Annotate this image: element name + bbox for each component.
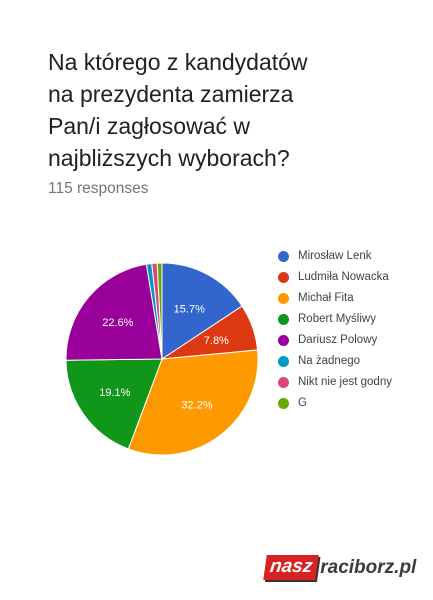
pie-slice-label-1: 7.8% [204, 335, 229, 347]
pie-slice-label-3: 19.1% [99, 387, 130, 399]
question-line-3: Pan/i zagłosować w [48, 113, 250, 139]
pie-slice-label-4: 22.6% [102, 317, 133, 329]
legend-label-1: Ludmiła Nowacka [298, 271, 389, 283]
legend-swatch-3 [278, 314, 289, 325]
legend-item-2: Michał Fita [278, 291, 428, 306]
legend-swatch-7 [278, 398, 289, 409]
legend-item-0: Mirosław Lenk [278, 249, 428, 264]
legend-label-3: Robert Myśliwy [298, 313, 376, 325]
legend-item-4: Dariusz Polowy [278, 333, 428, 348]
question-line-1: Na którego z kandydatów [48, 49, 308, 75]
question-title: Na którego z kandydatów na prezydenta za… [48, 46, 418, 174]
legend-swatch-2 [278, 293, 289, 304]
legend-item-1: Ludmiła Nowacka [278, 270, 428, 285]
chart-legend: Mirosław Lenk Ludmiła Nowacka Michał Fita R… [278, 249, 428, 417]
legend-label-0: Mirosław Lenk [298, 250, 372, 262]
question-line-4: najbliższych wyborach? [48, 145, 290, 171]
legend-label-2: Michał Fita [298, 292, 354, 304]
response-count: 115 responses [48, 180, 149, 197]
legend-label-5: Na żadnego [298, 355, 361, 367]
legend-label-7: G [298, 397, 307, 409]
legend-item-6: Nikt nie jest godny [278, 375, 428, 390]
legend-label-6: Nikt nie jest godny [298, 376, 392, 388]
legend-swatch-1 [278, 272, 289, 283]
pie-slice-4 [65, 263, 163, 361]
pie-slice-3 [65, 358, 163, 450]
pie-slice-0 [161, 262, 243, 360]
watermark-part-2: raciborz.pl [320, 556, 417, 578]
pie-slice-2 [127, 349, 259, 456]
pie-slice-7 [156, 262, 163, 360]
watermark-part-1: nasz [263, 555, 320, 580]
legend-item-3: Robert Myśliwy [278, 312, 428, 327]
legend-swatch-6 [278, 377, 289, 388]
pie-slice-label-0: 15.7% [174, 303, 205, 315]
question-line-2: na prezydenta zamierza [48, 81, 294, 107]
legend-item-7: G [278, 396, 428, 411]
legend-item-5: Na żadnego [278, 354, 428, 369]
legend-swatch-5 [278, 356, 289, 367]
legend-swatch-4 [278, 335, 289, 346]
legend-swatch-0 [278, 251, 289, 262]
legend-label-4: Dariusz Polowy [298, 334, 378, 346]
pie-slice-label-2: 32.2% [181, 400, 212, 412]
site-watermark-logo: nasz raciborz.pl [263, 555, 417, 580]
